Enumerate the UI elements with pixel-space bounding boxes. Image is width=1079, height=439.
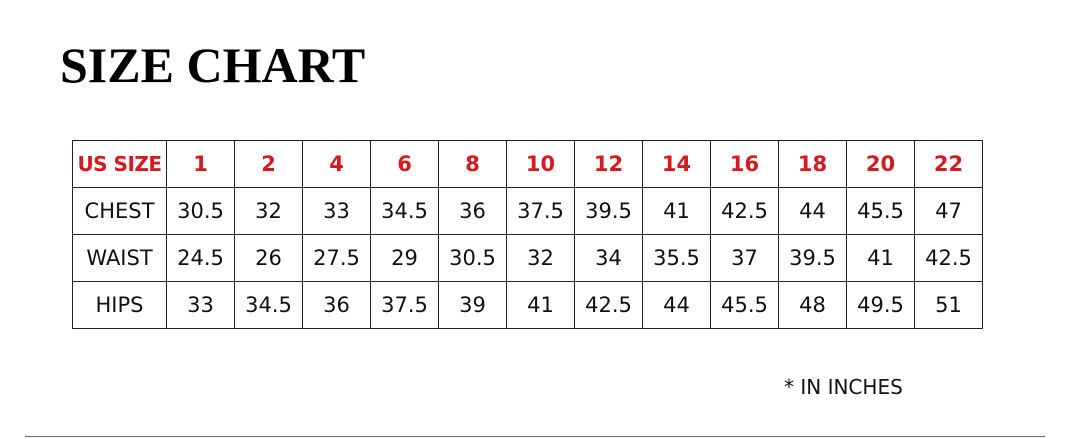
row-label: WAIST [72,234,167,282]
units-note: * IN INCHES [784,375,903,399]
table-cell: 2 [234,140,303,188]
table-cell: 34.5 [234,281,303,329]
table-cell: 12 [574,140,643,188]
table-cell: 45.5 [846,187,915,235]
table-cell: 27.5 [302,234,371,282]
row-label: CHEST [72,187,167,235]
table-cell: 6 [370,140,439,188]
divider [25,436,1045,437]
table-cell: 18 [778,140,847,188]
table-cell: 42.5 [914,234,983,282]
table-cell: 16 [710,140,779,188]
table-cell: 37.5 [370,281,439,329]
table-cell: 34 [574,234,643,282]
table-cell: 41 [846,234,915,282]
table-cell: 36 [438,187,507,235]
table-cell: 35.5 [642,234,711,282]
table-cell: 26 [234,234,303,282]
row-label: US SIZE [72,140,167,188]
table-cell: 41 [642,187,711,235]
table-cell: 20 [846,140,915,188]
size-table: US SIZE 1 2 4 6 8 10 12 14 16 18 20 22 CHEST 30.5 32 33 3… [72,140,983,329]
table-cell: 32 [234,187,303,235]
table-row: CHEST 30.5 32 33 34.5 36 37.5 39.5 41 42.5 44 45.5 4… [72,187,983,235]
table-cell: 42.5 [574,281,643,329]
table-cell: 32 [506,234,575,282]
table-cell: 51 [914,281,983,329]
table-cell: 22 [914,140,983,188]
table-cell: 33 [166,281,235,329]
table-cell: 33 [302,187,371,235]
table-cell: 14 [642,140,711,188]
table-cell: 24.5 [166,234,235,282]
table-cell: 34.5 [370,187,439,235]
table-cell: 37 [710,234,779,282]
row-label: HIPS [72,281,167,329]
table-cell: 42.5 [710,187,779,235]
table-cell: 30.5 [438,234,507,282]
table-cell: 48 [778,281,847,329]
table-cell: 8 [438,140,507,188]
table-cell: 39.5 [574,187,643,235]
table-cell: 29 [370,234,439,282]
table-row: HIPS 33 34.5 36 37.5 39 41 42.5 44 45.5 48 49.5 51 [72,281,983,329]
table-row: WAIST 24.5 26 27.5 29 30.5 32 34 35.5 37 39.5 41 42.… [72,234,983,282]
page-title: SIZE CHART [60,37,366,93]
table-cell: 39.5 [778,234,847,282]
table-cell: 44 [778,187,847,235]
table-cell: 47 [914,187,983,235]
table-cell: 1 [166,140,235,188]
table-cell: 45.5 [710,281,779,329]
table-cell: 37.5 [506,187,575,235]
table-cell: 49.5 [846,281,915,329]
table-cell: 44 [642,281,711,329]
table-cell: 39 [438,281,507,329]
table-cell: 36 [302,281,371,329]
table-cell: 30.5 [166,187,235,235]
table-cell: 41 [506,281,575,329]
table-cell: 10 [506,140,575,188]
header-row: US SIZE 1 2 4 6 8 10 12 14 16 18 20 22 [72,140,983,188]
table-cell: 4 [302,140,371,188]
